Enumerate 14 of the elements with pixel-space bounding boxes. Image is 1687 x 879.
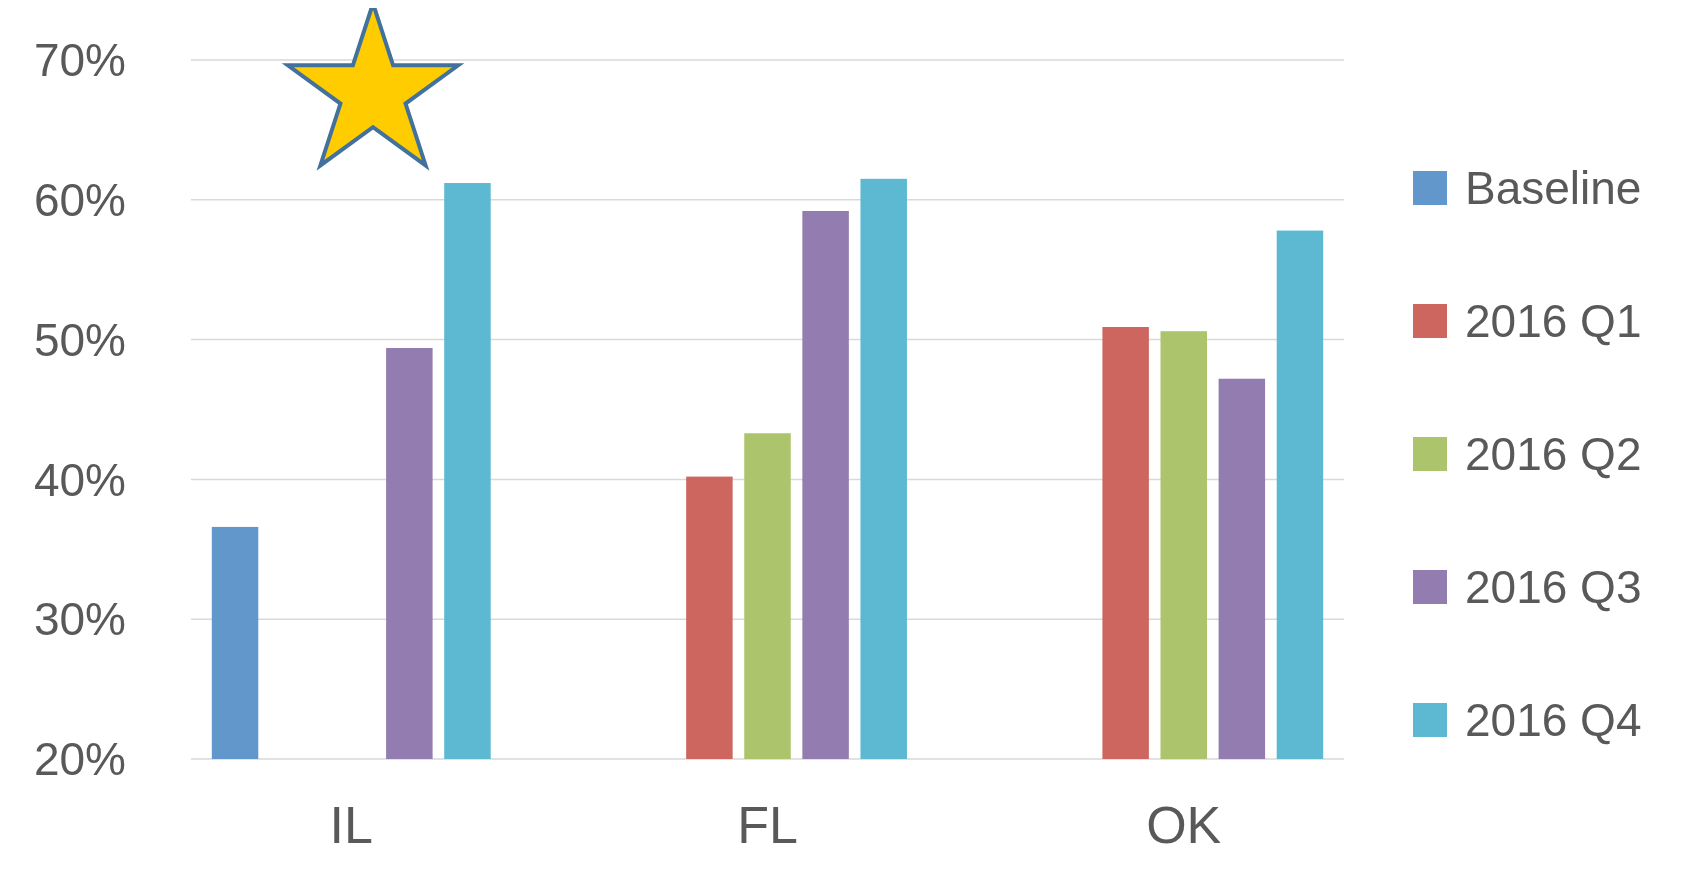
y-tick-label: 50% bbox=[33, 313, 127, 366]
x-tick-label: IL bbox=[329, 796, 373, 854]
y-tick-label: 70% bbox=[33, 34, 127, 87]
legend-label: 2016 Q2 bbox=[1465, 428, 1642, 481]
y-tick-label: 40% bbox=[33, 453, 127, 506]
legend-label: 2016 Q1 bbox=[1465, 295, 1642, 348]
y-tick-label: 30% bbox=[33, 593, 127, 646]
x-tick-label: OK bbox=[1146, 796, 1222, 854]
y-tick-label: 60% bbox=[33, 173, 127, 226]
x-tick-label: FL bbox=[737, 796, 798, 854]
legend-label: 2016 Q3 bbox=[1465, 561, 1642, 614]
legend-label: Baseline bbox=[1465, 162, 1642, 215]
legend-label: 2016 Q4 bbox=[1465, 694, 1642, 747]
y-tick-label: 20% bbox=[33, 733, 127, 786]
